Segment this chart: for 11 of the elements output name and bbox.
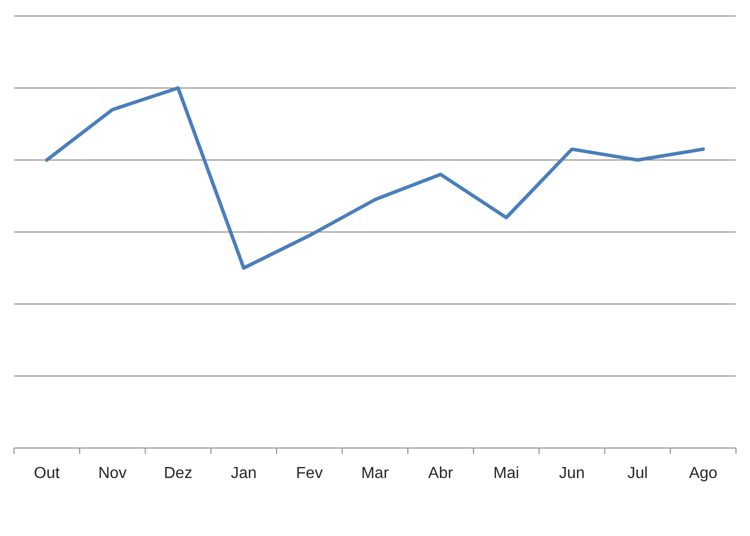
x-tick-label: Abr xyxy=(428,465,454,482)
x-tick-label: Mar xyxy=(361,465,390,482)
x-tick-label: Jan xyxy=(230,465,257,482)
x-tick-label: Fev xyxy=(296,465,323,482)
x-tick-label: Ago xyxy=(688,465,718,482)
x-tick-label: Jul xyxy=(627,465,648,482)
x-tick-label: Jun xyxy=(559,465,585,482)
x-tick-label: Nov xyxy=(98,465,127,482)
x-tick-label: Dez xyxy=(164,465,192,482)
x-tick-label: Out xyxy=(34,465,60,482)
x-tick-label: Mai xyxy=(493,465,520,482)
